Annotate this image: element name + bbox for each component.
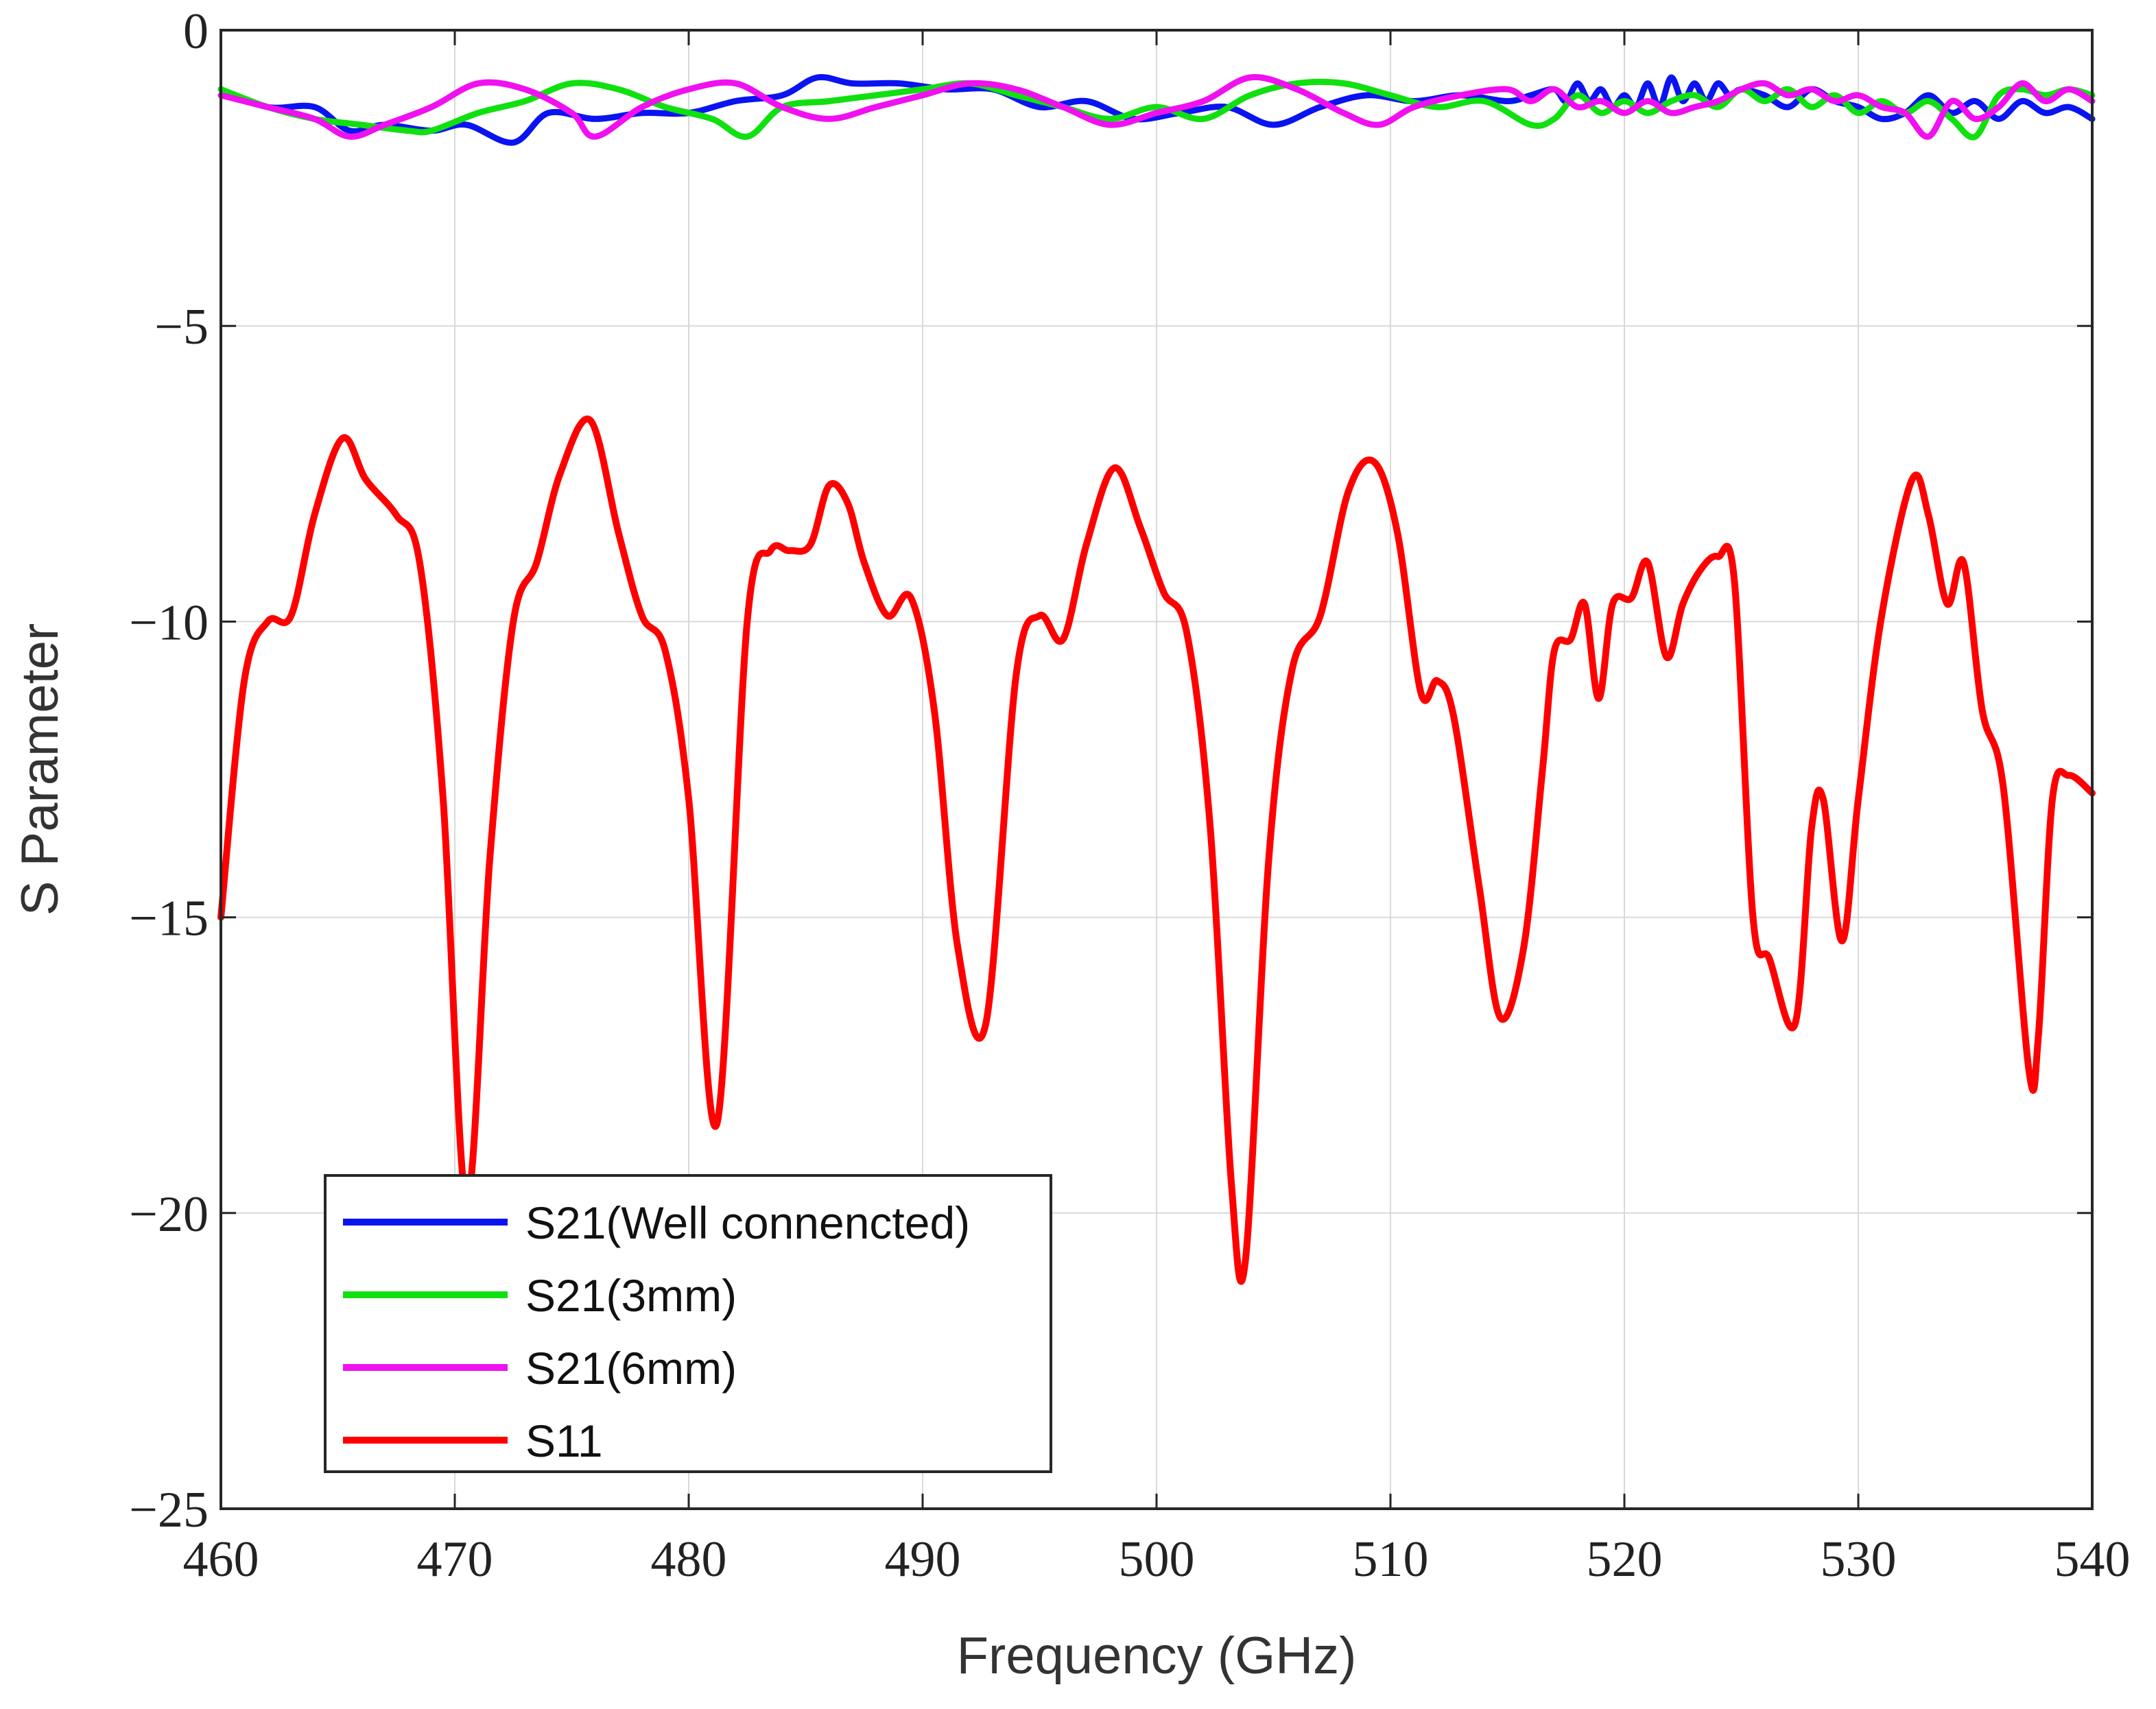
x-axis-title: Frequency (GHz) — [957, 1627, 1357, 1685]
y-tick-label: −5 — [154, 299, 209, 355]
x-tick-label: 480 — [651, 1531, 727, 1588]
legend-s21-6mm-label: S21(6mm) — [525, 1343, 737, 1394]
series-group — [217, 73, 2096, 1285]
x-tick-label: 490 — [885, 1531, 961, 1588]
y-tick-label: −15 — [129, 891, 209, 947]
y-tick-label: 0 — [183, 3, 209, 60]
y-tick-label: −10 — [129, 595, 209, 651]
legend: S21(Well connencted) S21(3mm) S21(6mm) S11 — [324, 1174, 1052, 1473]
legend-s21-3mm-label: S21(3mm) — [525, 1270, 737, 1321]
y-tick-label: −25 — [129, 1482, 209, 1538]
legend-s11-label: S11 — [525, 1415, 603, 1466]
y-tick-label: −20 — [129, 1186, 209, 1243]
x-tick-label: 500 — [1119, 1531, 1195, 1588]
axis-ticks: 460 470 480 490 500 510 520 530 540 0 −5 −10 −15 −20 −… — [129, 3, 2130, 1588]
s11-line — [217, 415, 2096, 1285]
x-tick-label: 530 — [1821, 1531, 1897, 1588]
x-tick-label: 520 — [1587, 1531, 1663, 1588]
y-axis-title: S Parameter — [11, 623, 69, 916]
legend-s21-well-connected-label: S21(Well connencted) — [525, 1197, 970, 1248]
x-tick-label: 510 — [1353, 1531, 1429, 1588]
x-tick-label: 460 — [183, 1531, 259, 1588]
s21-6mm-line — [217, 74, 2096, 140]
x-tick-label: 540 — [2054, 1531, 2131, 1588]
x-tick-label: 470 — [417, 1531, 493, 1588]
